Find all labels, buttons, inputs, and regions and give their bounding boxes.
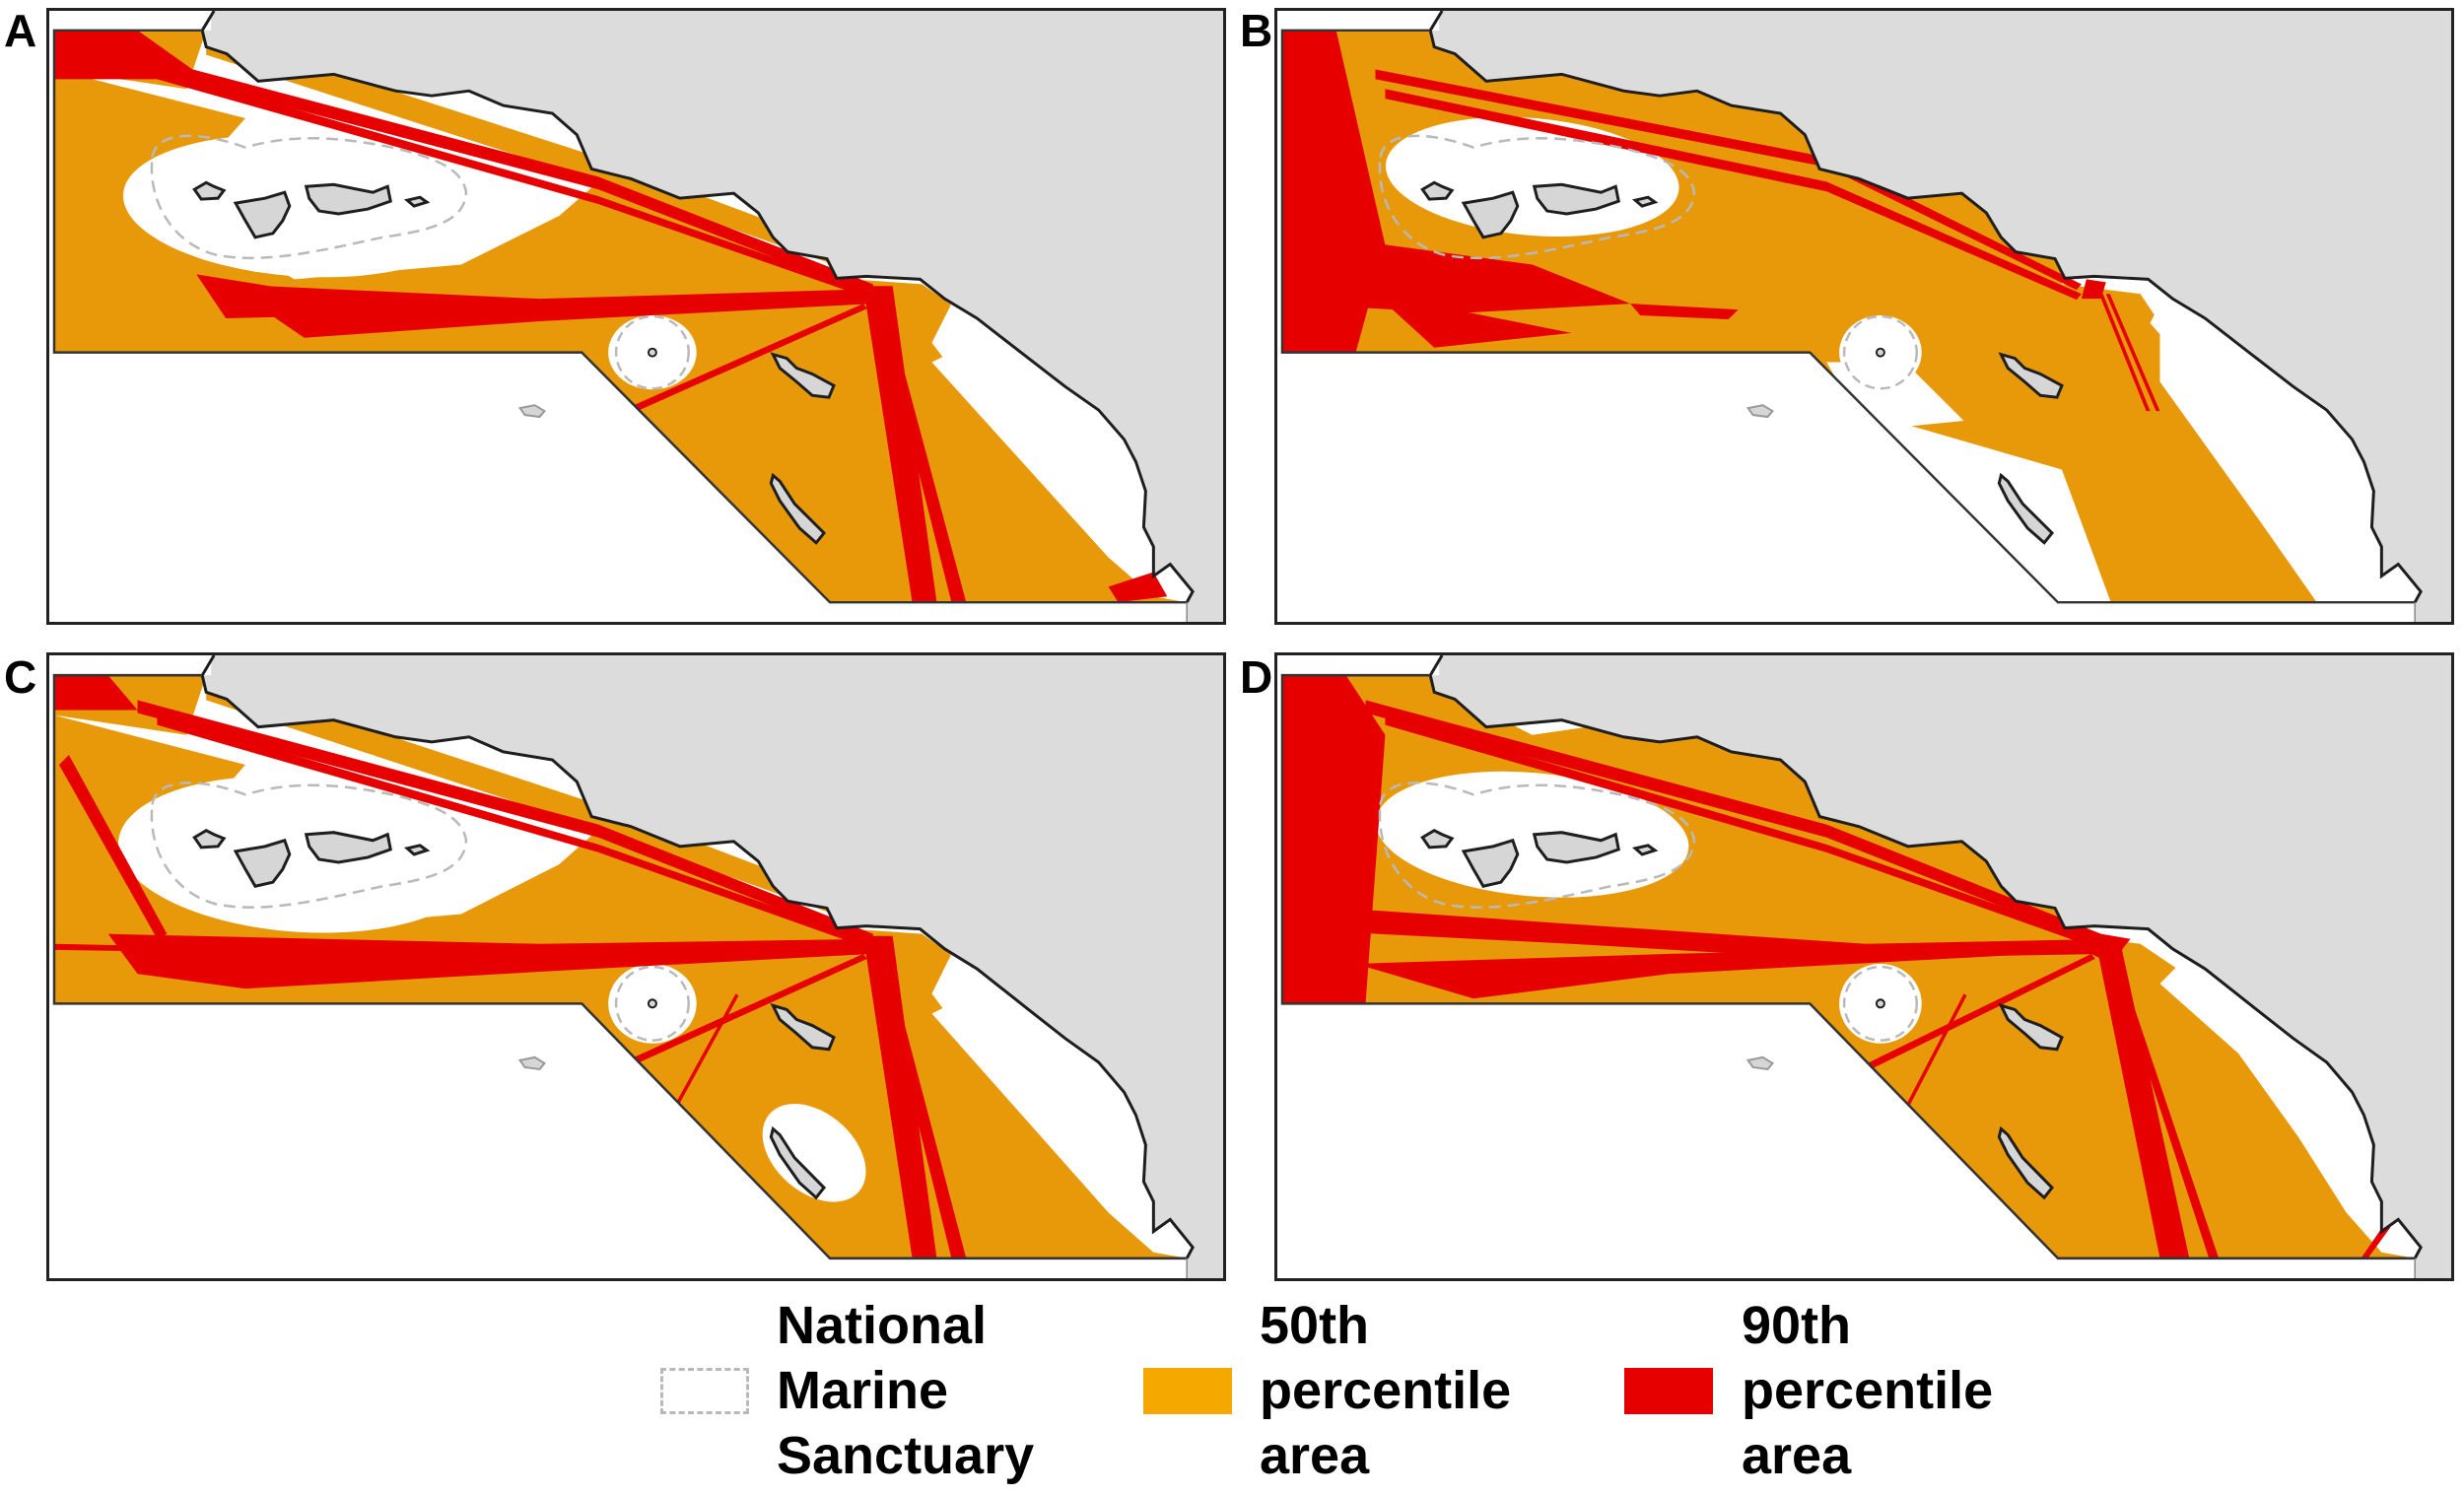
legend-line: 50th	[1260, 1296, 1370, 1355]
sanctuary-outline-sbi	[614, 314, 690, 390]
coastline	[200, 11, 1195, 603]
sanctuary-outline	[1378, 782, 1696, 909]
sanctuary-swatch-icon	[660, 1368, 749, 1414]
island-santa-barbara	[647, 347, 657, 358]
legend: National Marine Sanctuary 50th percentil…	[0, 1291, 2464, 1496]
island-santa-rosa	[1461, 838, 1520, 888]
p90-swatch-icon	[1624, 1368, 1713, 1414]
island-san-clemente	[1997, 1125, 2055, 1200]
island-san-clemente	[1997, 472, 2055, 545]
study-area-border	[52, 673, 1188, 1260]
study-area-border	[52, 29, 1188, 604]
coastline	[200, 655, 1195, 1259]
island-san-miguel	[192, 828, 227, 850]
island-catalina	[770, 352, 836, 399]
sanctuary-outline	[150, 782, 468, 909]
coastline	[1428, 655, 2423, 1259]
island-santa-cruz	[1532, 182, 1620, 216]
sanctuary-outline	[1378, 134, 1696, 260]
coastline	[1428, 11, 2423, 603]
island-san-miguel	[192, 180, 227, 201]
island-santa-cruz	[1532, 831, 1620, 864]
map-panel-c	[46, 652, 1226, 1281]
island-san-nicolas	[1745, 1055, 1774, 1071]
sanctuary-outline-sbi	[614, 965, 690, 1042]
island-san-miguel	[1420, 180, 1455, 201]
legend-line: Sanctuary	[777, 1426, 1035, 1485]
island-san-clemente	[769, 1125, 827, 1200]
panel-label-d: D	[1240, 651, 1273, 703]
land-area	[202, 655, 1223, 1278]
island-san-nicolas	[517, 404, 546, 419]
map-panel-b	[1274, 8, 2454, 625]
island-san-miguel	[1420, 828, 1455, 850]
land-area	[202, 11, 1223, 622]
map-panel-a	[46, 8, 1226, 625]
legend-label-p50: 50th percentile area	[1260, 1293, 1511, 1488]
legend-line: National	[777, 1296, 988, 1355]
sanctuary-outline-sbi	[1842, 314, 1918, 390]
island-catalina	[1998, 1002, 2064, 1052]
island-santa-rosa	[233, 190, 292, 239]
island-san-nicolas	[1745, 404, 1774, 419]
sanctuary-outline-sbi	[1842, 965, 1918, 1042]
map-b-svg	[1277, 11, 2451, 622]
island-santa-rosa	[233, 838, 292, 888]
land-area	[1430, 655, 2451, 1278]
panel-label-b: B	[1240, 5, 1273, 56]
island-anacapa	[403, 195, 431, 208]
island-santa-barbara	[1875, 998, 1885, 1009]
p50-swatch-icon	[1143, 1368, 1232, 1414]
land-area	[1430, 11, 2451, 622]
island-san-clemente	[769, 472, 827, 545]
legend-line: 90th	[1742, 1296, 1852, 1355]
sanctuary-outline	[150, 134, 468, 260]
island-santa-barbara	[1875, 347, 1885, 358]
study-area-border	[1280, 673, 2416, 1260]
legend-label-p90: 90th percentile area	[1742, 1293, 1993, 1488]
legend-line: Marine	[777, 1361, 949, 1420]
legend-line: percentile	[1260, 1361, 1512, 1420]
p90-lane	[53, 675, 138, 711]
island-anacapa	[403, 844, 431, 856]
island-santa-barbara	[647, 998, 657, 1009]
legend-label-sanctuary: National Marine Sanctuary	[777, 1293, 1034, 1488]
panel-label-c: C	[4, 651, 37, 703]
island-catalina	[770, 1002, 836, 1052]
map-c-svg	[49, 655, 1223, 1278]
legend-line: percentile	[1742, 1361, 1994, 1420]
island-san-nicolas	[517, 1055, 546, 1071]
map-a-svg	[49, 11, 1223, 622]
island-anacapa	[1631, 195, 1659, 208]
island-catalina	[1998, 352, 2064, 399]
study-area-border	[1280, 29, 2416, 604]
legend-line: area	[1742, 1426, 1852, 1485]
island-santa-cruz	[304, 831, 392, 864]
panel-label-a: A	[4, 5, 37, 56]
map-d-svg	[1277, 655, 2451, 1278]
map-panel-d	[1274, 652, 2454, 1281]
legend-line: area	[1260, 1426, 1370, 1485]
island-anacapa	[1631, 844, 1659, 856]
island-santa-rosa	[1461, 190, 1520, 239]
island-santa-cruz	[304, 182, 392, 216]
